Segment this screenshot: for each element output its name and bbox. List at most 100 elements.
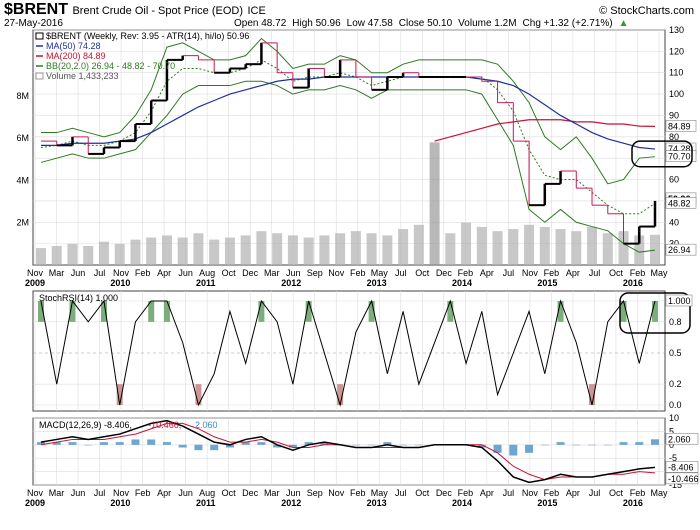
legend-price-item: MA(50) 74.28 bbox=[46, 41, 101, 51]
rsi-oversold-fill bbox=[589, 384, 596, 405]
macd-label-box bbox=[665, 472, 699, 485]
macd-histogram-bar bbox=[210, 444, 219, 451]
y-tick-label-macd: 0 bbox=[669, 440, 674, 450]
x-tick-label-bottom: Feb bbox=[135, 488, 151, 498]
x-tick-label-top: Feb bbox=[458, 268, 474, 278]
ma50-line bbox=[41, 76, 656, 150]
volume-bar bbox=[130, 239, 141, 265]
x-tick-label-bottom: May bbox=[650, 488, 668, 498]
y-tick-label-price: 100 bbox=[669, 89, 684, 99]
x-tick-label-bottom: Dec bbox=[436, 488, 453, 498]
year-label-bottom: 2009 bbox=[25, 498, 45, 508]
x-tick-label-bottom: Feb bbox=[630, 488, 646, 498]
rsi-overbought-fill bbox=[38, 301, 44, 322]
year-label-top: 2009 bbox=[25, 278, 45, 288]
ohlc-chg: Chg +1.32 (+2.71%) bbox=[522, 18, 613, 29]
price-label: 26.94 bbox=[668, 245, 691, 255]
rsi-overbought-fill bbox=[447, 301, 454, 322]
macd-histogram-bar bbox=[131, 439, 140, 445]
volume-bar bbox=[508, 229, 519, 265]
y-tick-label-volume: 8M bbox=[16, 91, 29, 101]
price-label-box bbox=[665, 120, 697, 132]
x-tick-label-top: Jul bbox=[94, 268, 106, 278]
x-tick-label-bottom: Apr bbox=[480, 488, 494, 498]
x-tick-label-bottom: Feb bbox=[544, 488, 560, 498]
volume-bar bbox=[524, 224, 535, 265]
volume-bar bbox=[602, 233, 613, 265]
volume-bar bbox=[634, 235, 645, 265]
ohlc-close: Close 50.10 bbox=[398, 18, 453, 29]
year-label-bottom: 2010 bbox=[110, 498, 130, 508]
volume-bar bbox=[287, 235, 298, 265]
y-tick-label-price: 90 bbox=[669, 110, 679, 120]
macd-histogram-bar bbox=[383, 442, 392, 445]
x-tick-label-top: Mar bbox=[49, 268, 65, 278]
volume-bar bbox=[224, 237, 235, 265]
x-tick-label-top: Apr bbox=[480, 268, 494, 278]
up-triangle-icon: ▲ bbox=[618, 18, 629, 29]
rsi-oversold-fill bbox=[116, 384, 123, 405]
x-tick-label-bottom: Jul bbox=[395, 488, 407, 498]
volume-bar bbox=[177, 237, 188, 265]
year-label-top: 2014 bbox=[452, 278, 472, 288]
rsi-overbought-fill bbox=[620, 301, 627, 322]
macd-histogram-bar bbox=[257, 442, 266, 445]
rsi-oversold-fill bbox=[337, 384, 344, 405]
macd-histogram-bar bbox=[525, 444, 534, 453]
x-tick-label-bottom: Mar bbox=[264, 488, 280, 498]
x-tick-label-top: Oct bbox=[415, 268, 430, 278]
price-label-box bbox=[665, 197, 697, 209]
x-tick-label-top: Dec bbox=[436, 268, 453, 278]
x-tick-label-top: Jun bbox=[71, 268, 86, 278]
price-label-box bbox=[665, 150, 697, 162]
symbol: $BRENT bbox=[4, 1, 69, 18]
volume-bar bbox=[146, 237, 157, 265]
bb-upper-line bbox=[41, 37, 656, 185]
x-tick-label-top: Apr bbox=[157, 268, 171, 278]
macd-histogram-bar bbox=[588, 444, 597, 446]
y-tick-label-volume: 4M bbox=[16, 175, 29, 185]
price-label: 48.82 bbox=[668, 198, 691, 208]
year-label-top: 2016 bbox=[623, 278, 643, 288]
x-tick-label-bottom: Mar bbox=[49, 488, 65, 498]
macd-histogram-bar bbox=[241, 442, 250, 445]
legend-swatch bbox=[35, 32, 44, 40]
x-tick-label-top: May bbox=[371, 268, 389, 278]
year-label-top: 2015 bbox=[537, 278, 557, 288]
x-tick-label-top: Feb bbox=[350, 268, 366, 278]
macd-histogram-bar bbox=[509, 444, 518, 456]
x-tick-label-top: Aug bbox=[199, 268, 215, 278]
year-label-bottom: 2016 bbox=[623, 498, 643, 508]
x-tick-label-top: May bbox=[650, 268, 668, 278]
stochrsi-panel bbox=[32, 290, 666, 412]
x-tick-label-top: Feb bbox=[135, 268, 151, 278]
year-label-bottom: 2011 bbox=[196, 498, 216, 508]
legend-price-item: Volume 1,433,233 bbox=[46, 71, 119, 81]
macd-histogram-bar bbox=[651, 439, 659, 445]
x-tick-label-bottom: Jul bbox=[589, 488, 601, 498]
macd-histogram-bar bbox=[320, 442, 329, 445]
y-tick-label-price: 130 bbox=[669, 25, 684, 35]
year-label-bottom: 2012 bbox=[281, 498, 301, 508]
macd-histogram-bar bbox=[399, 444, 408, 446]
legend-macd-item: MACD(12,26,9) -8.406, bbox=[39, 420, 132, 430]
y-tick-label-price: 40 bbox=[669, 217, 679, 227]
price-label: 74.28 bbox=[668, 144, 691, 154]
x-tick-label-bottom: Jun bbox=[71, 488, 86, 498]
x-tick-label-bottom: Nov bbox=[113, 488, 130, 498]
x-tick-label-bottom: Apr bbox=[157, 488, 171, 498]
volume-bar bbox=[209, 239, 220, 265]
volume-bar bbox=[429, 142, 440, 265]
volume-bar bbox=[67, 243, 78, 265]
y-tick-label-volume: 6M bbox=[16, 133, 29, 143]
x-tick-label-bottom: Aug bbox=[199, 488, 215, 498]
volume-bar bbox=[587, 226, 598, 265]
x-tick-label-bottom: Oct bbox=[609, 488, 624, 498]
macd-histogram-bar bbox=[367, 444, 376, 446]
rsi-overbought-fill bbox=[69, 301, 76, 322]
legend-macd-item: -10.466, bbox=[148, 420, 181, 430]
y-tick-label-rsi: 0.5 bbox=[669, 348, 682, 358]
year-label-bottom: 2014 bbox=[452, 498, 472, 508]
y-tick-label-price: 60 bbox=[669, 175, 679, 185]
y-tick-label-rsi: 0.8 bbox=[669, 317, 682, 327]
